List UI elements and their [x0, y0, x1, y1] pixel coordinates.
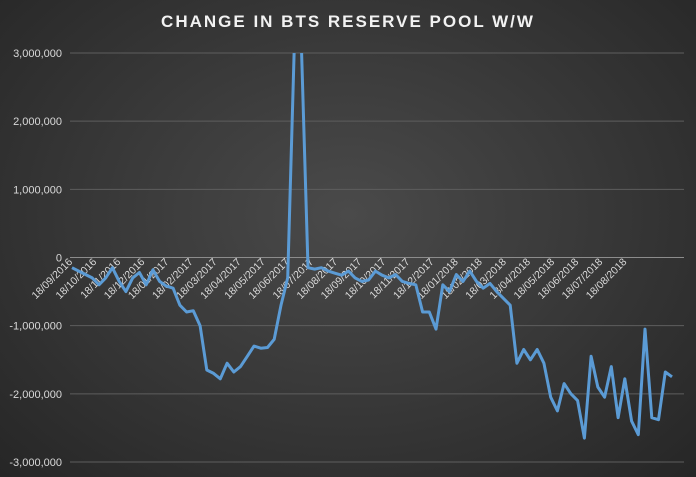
- series-line: [71, 53, 673, 440]
- y-tick-label: 2,000,000: [13, 116, 62, 128]
- y-tick-label: 1,000,000: [13, 184, 62, 196]
- y-tick-label: -1,000,000: [9, 321, 62, 333]
- y-tick-label: -2,000,000: [9, 389, 62, 401]
- y-tick-label: 3,000,000: [13, 48, 62, 60]
- y-tick-label: -3,000,000: [9, 457, 62, 469]
- chart-title: CHANGE IN BTS RESERVE POOL W/W: [161, 12, 535, 31]
- y-tick-label: 0: [56, 253, 62, 265]
